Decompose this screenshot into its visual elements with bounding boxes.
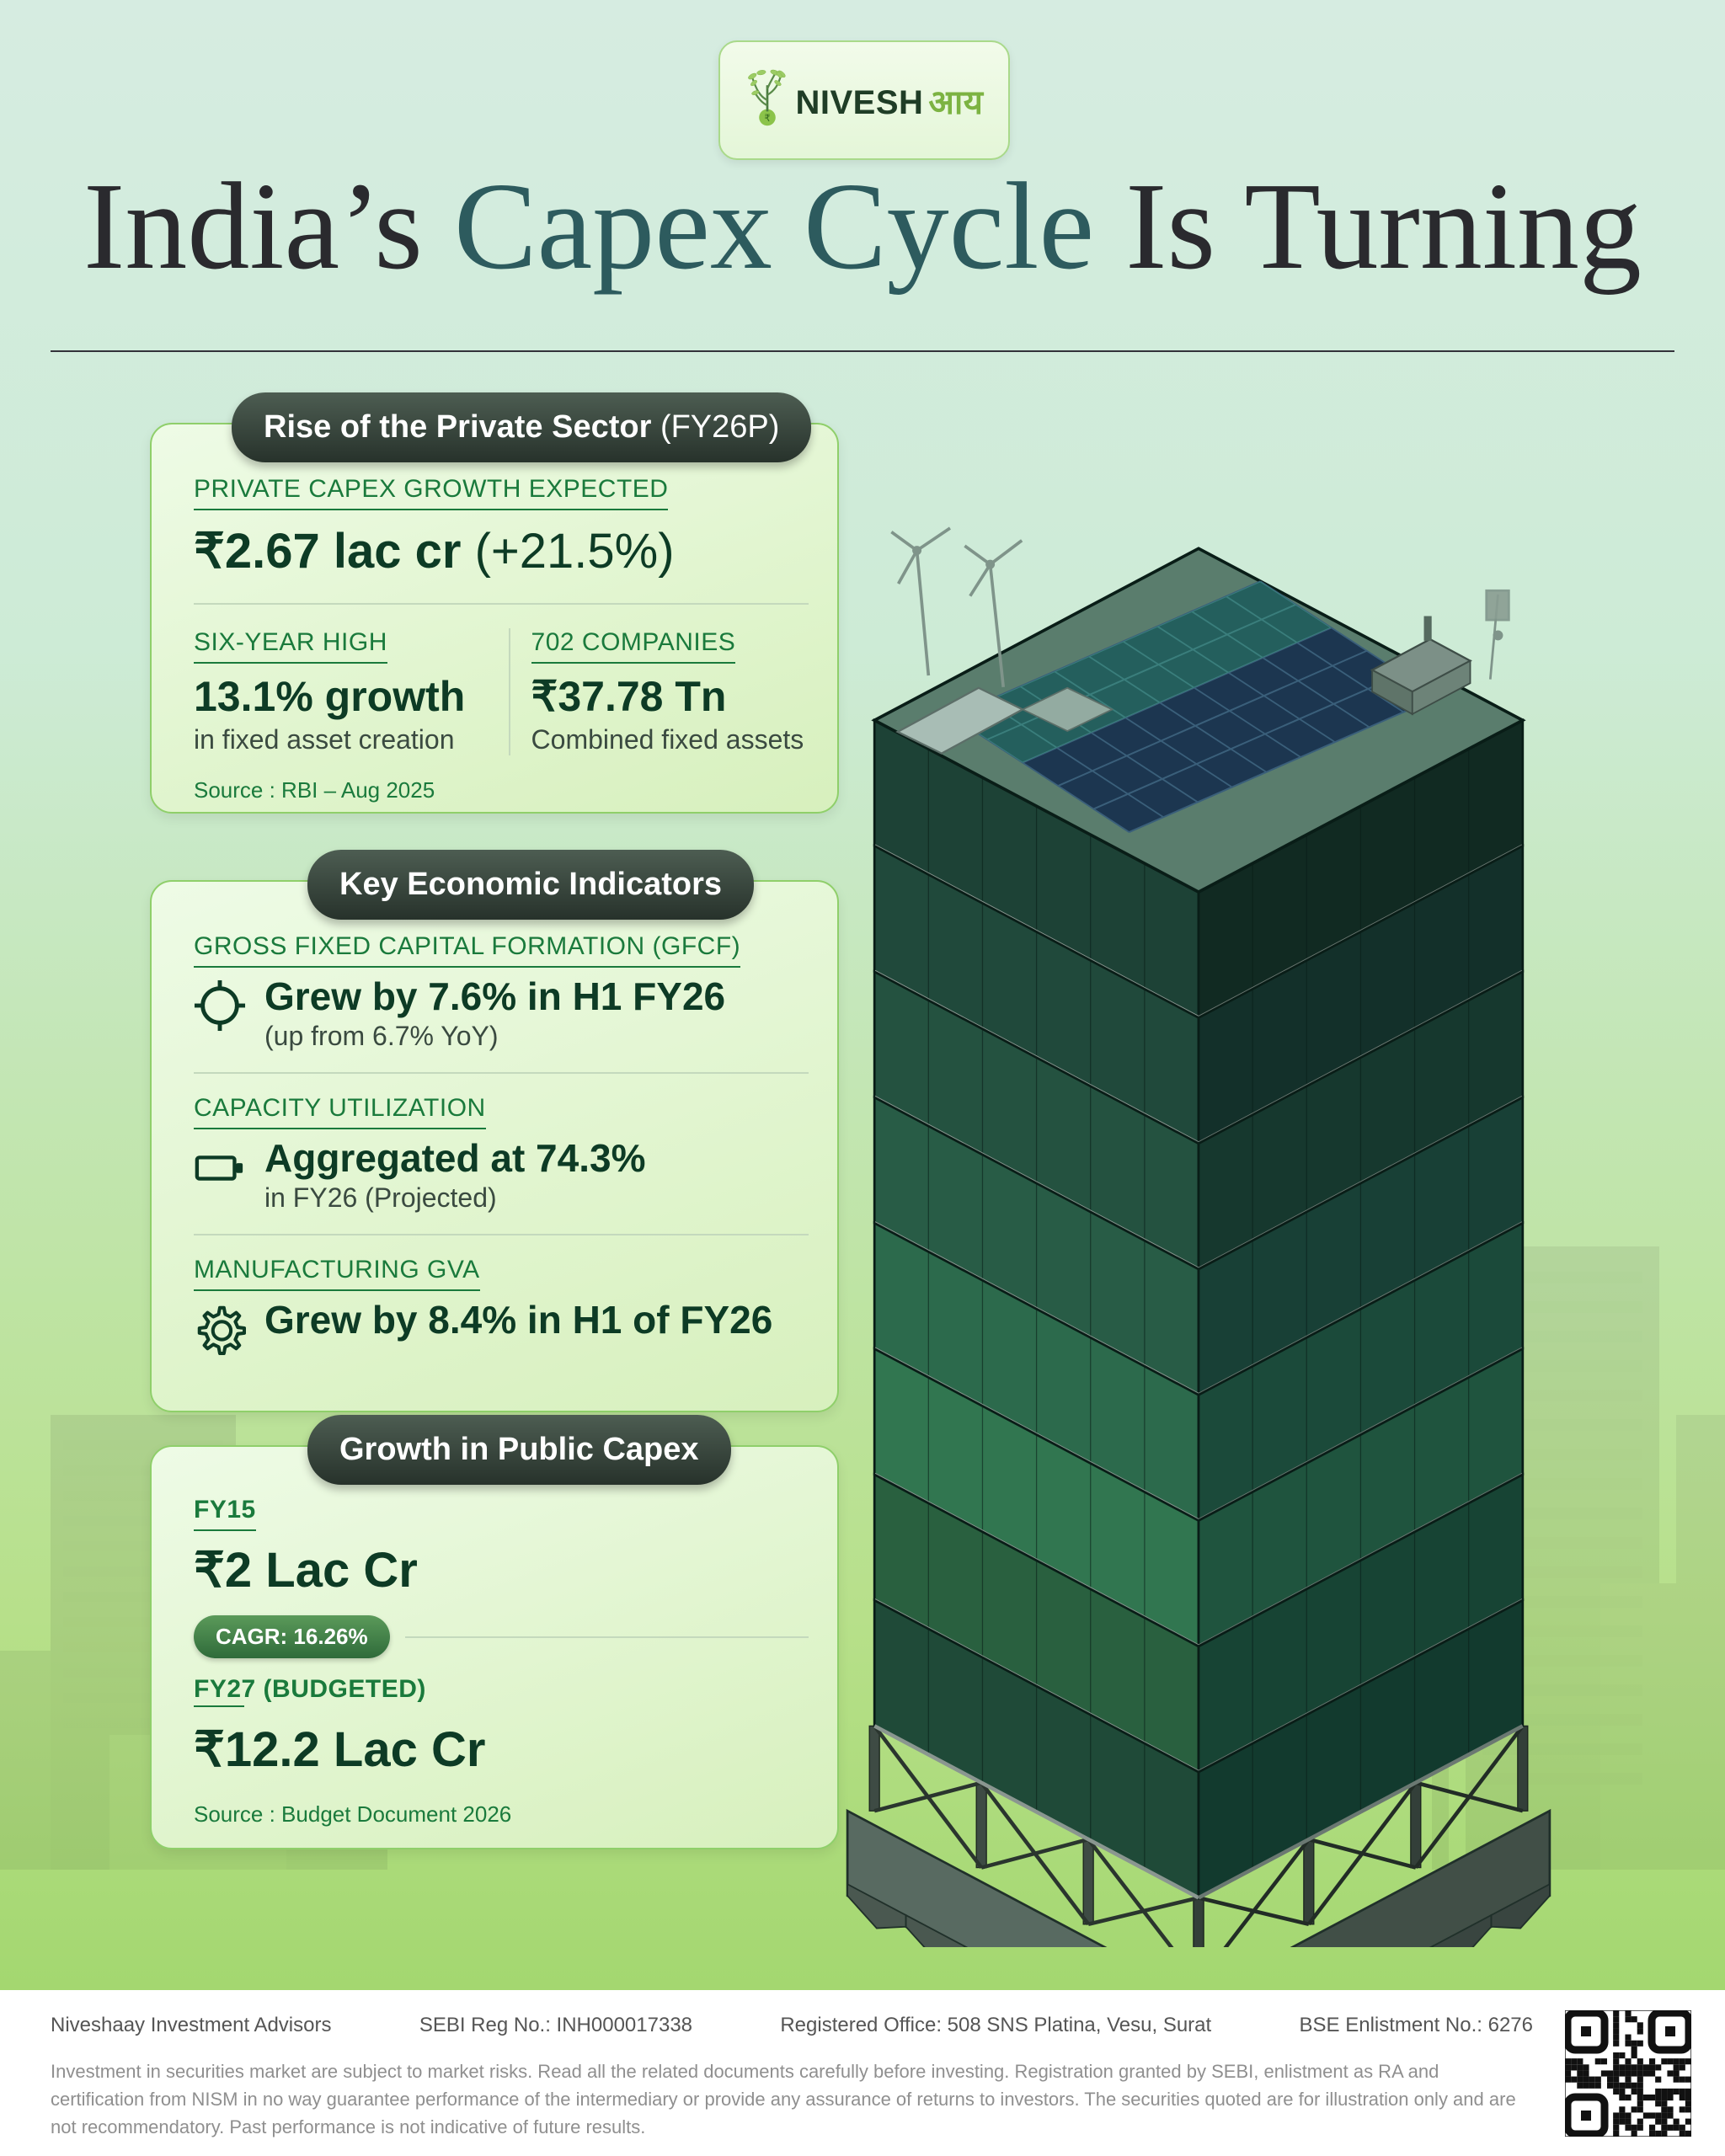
svg-text:₹: ₹ [765,114,772,124]
